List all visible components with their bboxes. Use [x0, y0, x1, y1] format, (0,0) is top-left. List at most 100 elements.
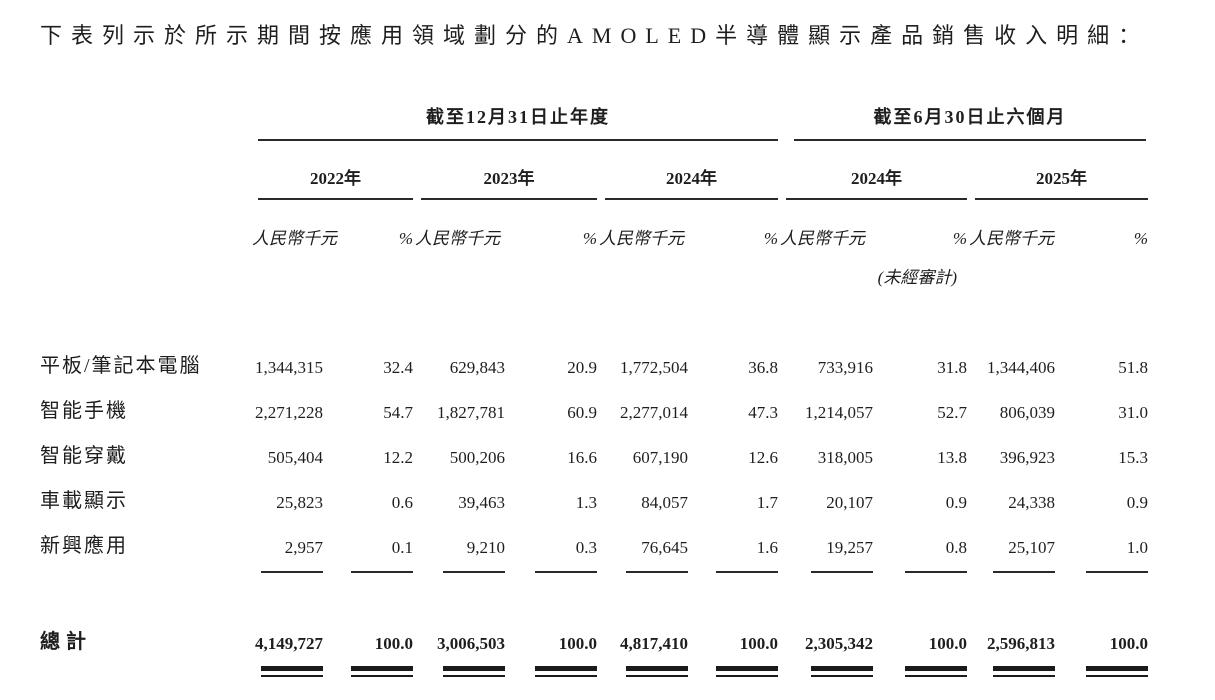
total-amount-cell: 4,149,727 — [255, 634, 323, 653]
row-label: 智能手機 — [40, 400, 128, 422]
column-rule — [351, 571, 413, 573]
total-double-rule — [626, 666, 688, 677]
revenue-by-application-table: 截至12月31日止年度 截至6月30日止六個月 2022年 2023年 2024… — [40, 96, 1148, 677]
unit-header-row: 人民幣千元 % 人民幣千元 % 人民幣千元 % 人民幣千元 % — [40, 200, 1148, 252]
percent-cell: 15.3 — [1118, 448, 1148, 467]
percent-header: % — [582, 229, 597, 248]
percent-cell: 31.0 — [1118, 403, 1148, 422]
total-double-rule-row — [40, 659, 1148, 677]
percent-header: % — [398, 229, 413, 248]
percent-cell: 47.3 — [748, 403, 778, 422]
percent-cell: 32.4 — [383, 358, 413, 377]
column-rule — [811, 571, 873, 573]
amount-cell: 1,214,057 — [805, 403, 873, 422]
total-double-rule — [535, 666, 597, 677]
percent-cell: 0.1 — [391, 538, 413, 557]
column-rule — [443, 571, 505, 573]
total-amount-cell: 2,596,813 — [987, 634, 1055, 653]
row-label: 智能穿戴 — [40, 445, 128, 467]
column-rule — [993, 571, 1055, 573]
amount-cell: 607,190 — [632, 448, 688, 467]
percent-cell: 36.8 — [748, 358, 778, 377]
total-double-rule — [261, 666, 323, 677]
amount-cell: 19,257 — [826, 538, 873, 557]
percent-cell: 51.8 — [1118, 358, 1148, 377]
row-label: 平板/筆記本電腦 — [40, 355, 202, 377]
percent-cell: 1.3 — [575, 493, 597, 512]
total-percent-cell: 100.0 — [928, 634, 967, 653]
row-label: 車載顯示 — [40, 490, 128, 512]
unaudited-note: (未經審計) — [877, 268, 957, 287]
percent-cell: 16.6 — [567, 448, 597, 467]
empty-cell — [40, 141, 250, 200]
percent-cell: 13.8 — [937, 448, 967, 467]
amount-cell: 1,344,315 — [255, 358, 323, 377]
year-header-2024-interim: 2024年 — [786, 164, 967, 200]
column-rule — [1086, 571, 1148, 573]
table-row-tablets-laptops: 平板/筆記本電腦 1,344,315 32.4 629,843 20.9 1,7… — [40, 338, 1148, 383]
amount-cell: 318,005 — [817, 448, 873, 467]
percent-cell: 0.9 — [1126, 493, 1148, 512]
percent-header: % — [1133, 229, 1148, 248]
percent-cell: 0.3 — [575, 538, 597, 557]
year-header-2025-interim: 2025年 — [975, 164, 1148, 200]
amount-cell: 629,843 — [449, 358, 505, 377]
total-percent-cell: 100.0 — [1109, 634, 1148, 653]
total-label: 總計 — [40, 631, 92, 653]
amount-cell: 2,957 — [284, 538, 323, 557]
unit-header: 人民幣千元 — [780, 229, 865, 248]
amount-cell: 25,107 — [1008, 538, 1055, 557]
total-double-rule — [351, 666, 413, 677]
unit-header: 人民幣千元 — [415, 229, 500, 248]
total-double-rule — [905, 666, 967, 677]
percent-cell: 1.0 — [1126, 538, 1148, 557]
year-header-2022: 2022年 — [258, 164, 413, 200]
percent-header: % — [952, 229, 967, 248]
total-percent-cell: 100.0 — [739, 634, 778, 653]
column-rule — [261, 571, 323, 573]
spacer-row — [40, 296, 1148, 338]
amount-cell: 25,823 — [276, 493, 323, 512]
year-header-row: 2022年 2023年 2024年 2024年 2025年 — [40, 141, 1148, 200]
page-title: 下表列示於所示期間按應用領域劃分的AMOLED半導體顯示產品銷售收入明細： — [40, 23, 1150, 48]
group-cell-interim: 截至6月30日止六個月 — [778, 96, 1148, 141]
amount-cell: 1,827,781 — [437, 403, 505, 422]
group-header-interim: 截至6月30日止六個月 — [794, 103, 1146, 141]
total-double-rule — [993, 666, 1055, 677]
amount-cell: 20,107 — [826, 493, 873, 512]
year-header-2023: 2023年 — [421, 164, 597, 200]
percent-cell: 20.9 — [567, 358, 597, 377]
percent-cell: 0.9 — [945, 493, 967, 512]
group-header-annual: 截至12月31日止年度 — [258, 103, 778, 141]
amount-cell: 396,923 — [999, 448, 1055, 467]
percent-cell: 12.6 — [748, 448, 778, 467]
amount-cell: 9,210 — [466, 538, 505, 557]
table-row-smartphones: 智能手機 2,271,228 54.7 1,827,781 60.9 2,277… — [40, 383, 1148, 428]
column-rule — [626, 571, 688, 573]
column-rule — [535, 571, 597, 573]
total-double-rule — [443, 666, 505, 677]
total-amount-cell: 2,305,342 — [805, 634, 873, 653]
total-double-rule — [811, 666, 873, 677]
percent-cell: 1.6 — [756, 538, 778, 557]
percent-cell: 0.6 — [391, 493, 413, 512]
spacer-row — [40, 573, 1148, 625]
total-percent-cell: 100.0 — [558, 634, 597, 653]
unaudited-note-row: (未經審計) — [40, 252, 1148, 296]
percent-cell: 1.7 — [756, 493, 778, 512]
row-label: 新興應用 — [40, 535, 128, 557]
group-cell-annual: 截至12月31日止年度 — [250, 96, 778, 141]
total-double-rule — [716, 666, 778, 677]
empty-cell — [40, 96, 250, 141]
percent-cell: 52.7 — [937, 403, 967, 422]
amount-cell: 2,271,228 — [255, 403, 323, 422]
amount-cell: 24,338 — [1008, 493, 1055, 512]
amount-cell: 505,404 — [267, 448, 323, 467]
total-amount-cell: 4,817,410 — [620, 634, 688, 653]
percent-cell: 60.9 — [567, 403, 597, 422]
amount-cell: 76,645 — [641, 538, 688, 557]
total-double-rule — [1086, 666, 1148, 677]
table-row-automotive-display: 車載顯示 25,823 0.6 39,463 1.3 84,057 1.7 20… — [40, 473, 1148, 518]
table-row-wearables: 智能穿戴 505,404 12.2 500,206 16.6 607,190 1… — [40, 428, 1148, 473]
